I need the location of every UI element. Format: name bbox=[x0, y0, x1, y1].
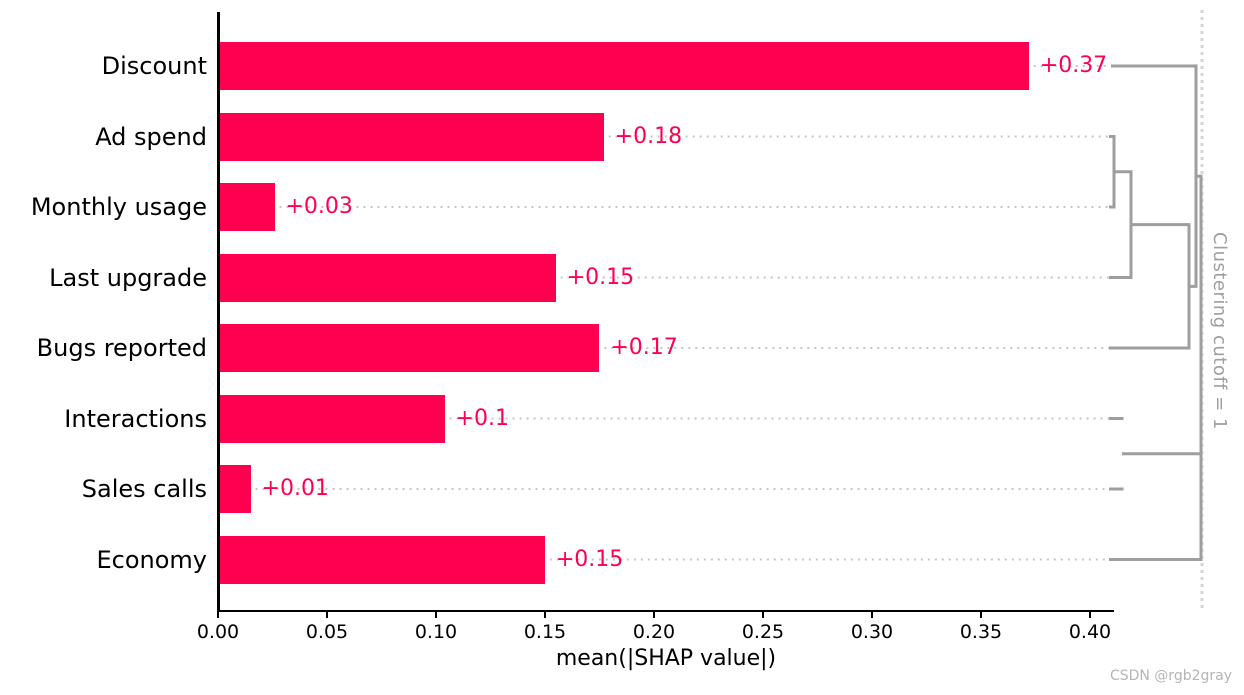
x-tick-mark-0.30 bbox=[871, 611, 873, 618]
bar-monthly-usage bbox=[220, 183, 275, 231]
x-tick-label-0.20: 0.20 bbox=[632, 621, 676, 643]
category-label-economy: Economy bbox=[96, 545, 207, 574]
bar-last-upgrade bbox=[220, 253, 556, 302]
x-tick-mark-0.10 bbox=[435, 611, 437, 618]
watermark: CSDN @rgb2gray bbox=[1109, 668, 1232, 684]
x-tick-label-0.25: 0.25 bbox=[741, 621, 785, 643]
x-tick-mark-0.05 bbox=[326, 611, 328, 618]
x-tick-mark-0.35 bbox=[980, 611, 982, 618]
bar-value-label-interactions: +0.1 bbox=[455, 405, 509, 431]
bar-value-label-sales-calls: +0.01 bbox=[261, 476, 329, 501]
bar-value-label-bugs-reported: +0.17 bbox=[610, 335, 678, 360]
x-tick-label-0.15: 0.15 bbox=[523, 621, 567, 643]
x-tick-mark-0.25 bbox=[762, 611, 764, 618]
category-label-sales-calls: Sales calls bbox=[81, 475, 207, 503]
bar-value-label-monthly-usage: +0.03 bbox=[285, 194, 353, 219]
clustering-cutoff-label: Clustering cutoff = 1 bbox=[1209, 232, 1230, 430]
category-label-ad-spend: Ad spend bbox=[95, 122, 207, 151]
bar-value-label-last-upgrade: +0.15 bbox=[566, 264, 635, 290]
x-tick-label-0.05: 0.05 bbox=[305, 621, 349, 643]
x-tick-mark-0.00 bbox=[217, 611, 219, 618]
x-tick-label-0.35: 0.35 bbox=[959, 621, 1003, 643]
x-tick-label-0.30: 0.30 bbox=[850, 621, 894, 643]
x-tick-label-0.10: 0.10 bbox=[414, 621, 458, 643]
bar-ad-spend bbox=[220, 112, 604, 161]
category-label-bugs-reported: Bugs reported bbox=[36, 334, 207, 362]
bar-sales-calls bbox=[220, 465, 251, 513]
x-tick-label-0.00: 0.00 bbox=[196, 621, 240, 643]
bar-bugs-reported bbox=[220, 324, 600, 372]
category-label-interactions: Interactions bbox=[64, 404, 207, 433]
category-label-discount: Discount bbox=[101, 52, 207, 80]
x-tick-mark-0.20 bbox=[653, 611, 655, 618]
x-axis-label: mean(|SHAP value|) bbox=[555, 646, 777, 671]
bar-value-label-economy: +0.15 bbox=[555, 546, 624, 572]
x-tick-label-0.40: 0.40 bbox=[1068, 621, 1112, 643]
category-label-last-upgrade: Last upgrade bbox=[49, 263, 207, 292]
bar-value-label-ad-spend: +0.18 bbox=[614, 123, 683, 149]
category-label-monthly-usage: Monthly usage bbox=[30, 193, 207, 221]
bar-interactions bbox=[220, 394, 445, 443]
y-axis-spine bbox=[217, 12, 220, 611]
bar-discount bbox=[220, 42, 1029, 90]
bar-economy bbox=[220, 535, 545, 584]
bar-value-label-discount: +0.37 bbox=[1039, 53, 1108, 78]
x-tick-mark-0.40 bbox=[1089, 611, 1091, 618]
x-tick-mark-0.15 bbox=[544, 611, 546, 618]
x-axis-spine bbox=[217, 609, 1114, 612]
